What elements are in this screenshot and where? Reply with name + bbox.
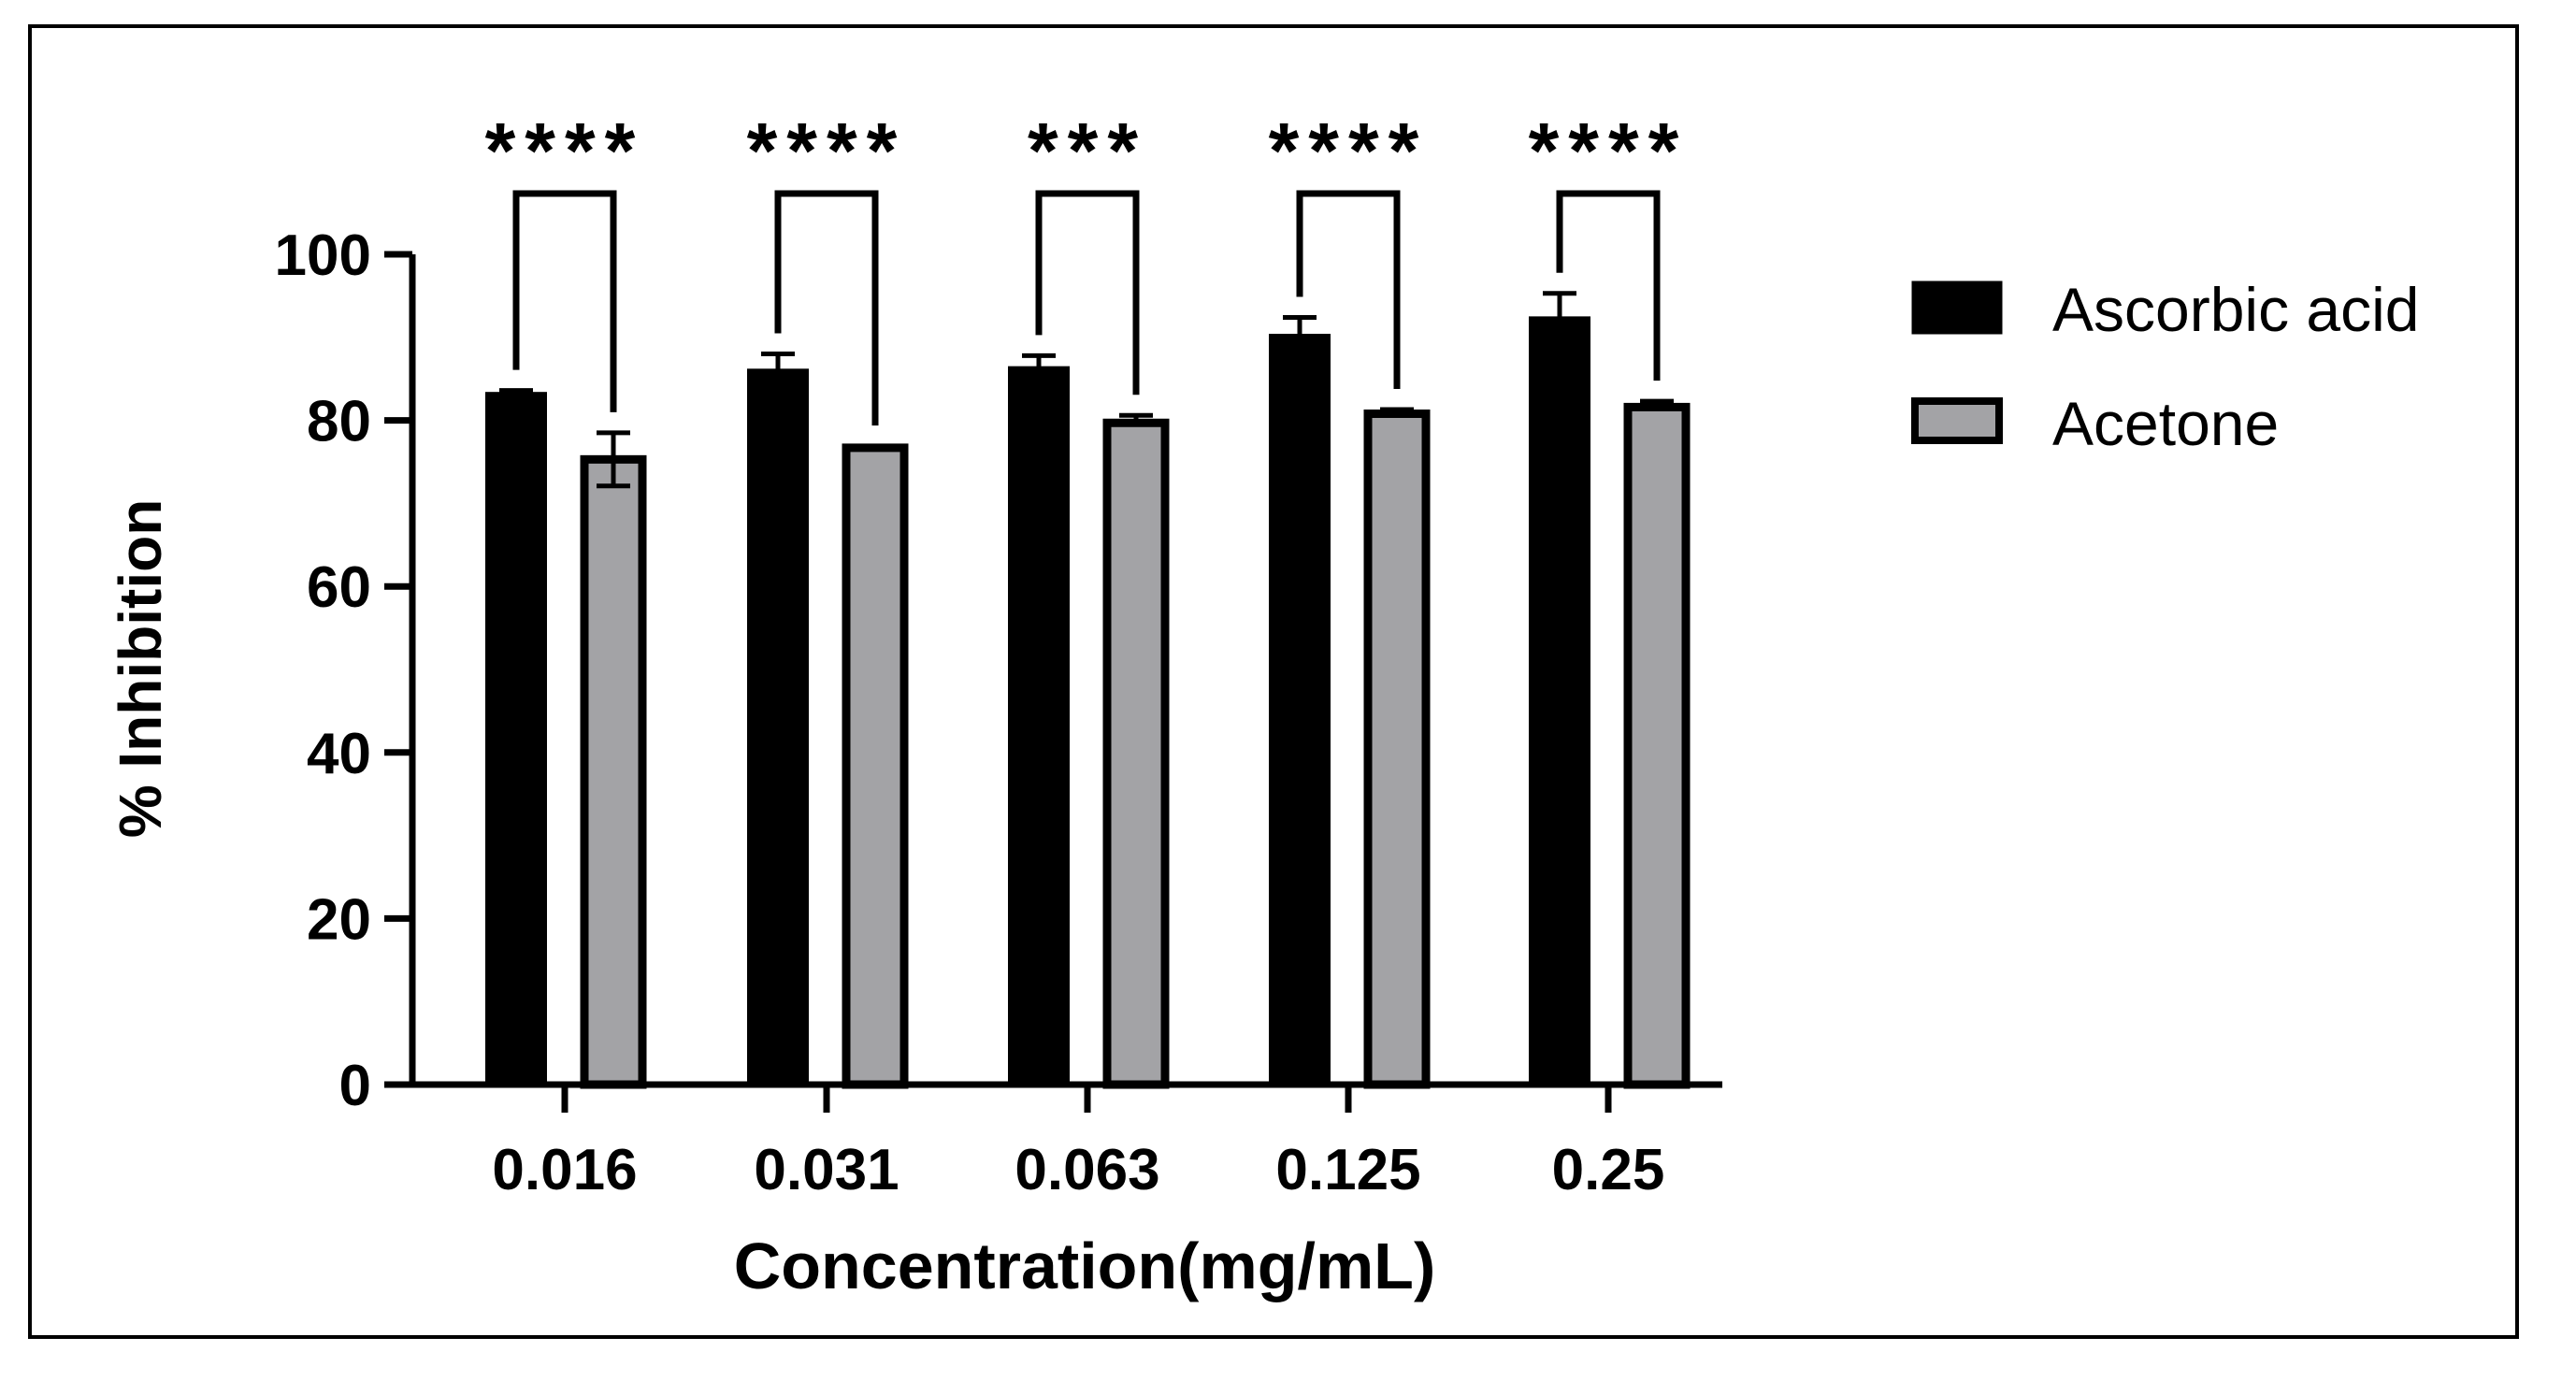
significance-label: **** <box>1269 107 1429 194</box>
bar-ascorbic-acid <box>1008 366 1070 1086</box>
legend: Ascorbic acid Acetone <box>1911 275 2420 458</box>
significance-layer: **** **** *** **** **** <box>485 107 1689 426</box>
significance-bracket <box>1556 190 1661 381</box>
bar-ascorbic-acid <box>1529 316 1590 1087</box>
axes-layer <box>409 254 1722 1088</box>
bar-acetone <box>580 454 647 1089</box>
y-tick-label: 80 <box>307 390 371 454</box>
y-tick-label: 0 <box>339 1054 371 1118</box>
significance-label: **** <box>1529 107 1689 194</box>
bar-ascorbic-acid <box>485 392 547 1086</box>
chart-frame <box>28 24 2519 1339</box>
x-tick-label: 0.016 <box>492 1138 637 1202</box>
x-tick-label: 0.25 <box>1552 1138 1665 1202</box>
legend-item-ascorbic-acid: Ascorbic acid <box>1911 275 2420 344</box>
bar-ascorbic-acid <box>1269 334 1331 1086</box>
y-tick-label: 100 <box>275 223 371 288</box>
ticks-layer: 0 20 40 60 80 100 0.016 0.031 0.063 0.125 0.25 <box>275 223 1665 1202</box>
legend-label-acetone: Acetone <box>2052 389 2279 458</box>
bar-ascorbic-acid <box>747 368 809 1086</box>
significance-bracket <box>774 190 879 426</box>
y-axis-title: % Inhibition <box>107 499 174 839</box>
significance-bracket <box>1035 190 1140 395</box>
bar-acetone <box>842 443 909 1089</box>
x-tick-label: 0.125 <box>1275 1138 1420 1202</box>
significance-label: *** <box>1028 107 1147 194</box>
y-tick-label: 20 <box>307 887 371 952</box>
x-axis-title: Concentration(mg/mL) <box>734 1230 1436 1302</box>
significance-label: **** <box>747 107 907 194</box>
significance-bracket <box>1296 190 1401 390</box>
x-tick-label: 0.063 <box>1015 1138 1159 1202</box>
bar-acetone <box>1623 402 1691 1089</box>
legend-label-ascorbic-acid: Ascorbic acid <box>2052 275 2420 344</box>
y-tick-label: 60 <box>307 555 371 620</box>
bar-acetone <box>1363 409 1431 1089</box>
legend-item-acetone: Acetone <box>1911 389 2279 458</box>
legend-swatch-ascorbic-acid <box>1911 280 2003 335</box>
bar-acetone <box>1102 418 1170 1089</box>
x-tick-label: 0.031 <box>754 1138 899 1202</box>
bars-layer <box>485 291 1691 1089</box>
legend-swatch-acetone <box>1911 397 2003 444</box>
significance-label: **** <box>485 107 645 194</box>
significance-bracket <box>512 190 617 412</box>
y-tick-label: 40 <box>307 722 371 786</box>
